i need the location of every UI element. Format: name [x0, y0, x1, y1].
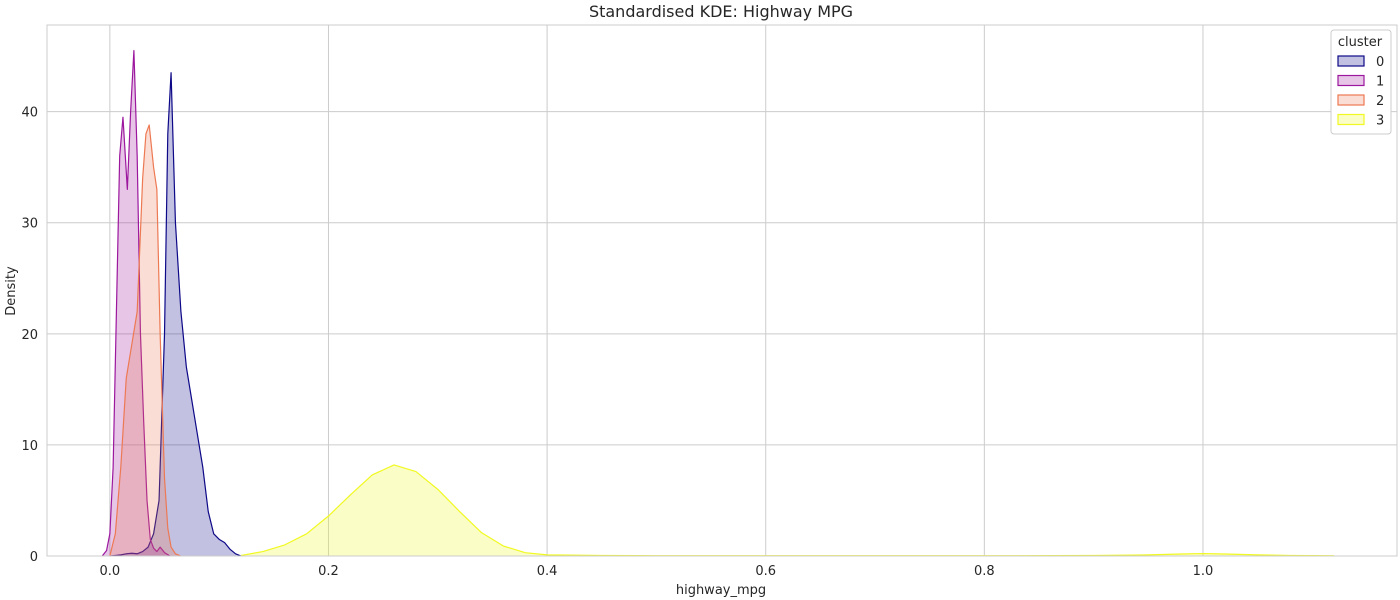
legend-swatch-1 [1337, 74, 1365, 87]
legend-label-0: 0 [1376, 55, 1384, 70]
legend-label-2: 2 [1376, 94, 1384, 109]
y-tick-label: 30 [21, 217, 38, 232]
chart-title: Standardised KDE: Highway MPG [589, 2, 853, 21]
legend-swatch-2 [1337, 94, 1365, 106]
x-axis-ticks: 0.0 0.2 0.4 0.6 0.8 1.0 [100, 564, 1214, 579]
y-tick-label: 20 [21, 328, 38, 343]
legend-swatch-3 [1337, 113, 1365, 126]
legend: cluster 0 1 2 3 [1330, 29, 1392, 135]
legend-title: cluster [1338, 35, 1383, 50]
plot-border [46, 24, 1398, 557]
y-tick-label: 10 [21, 439, 38, 454]
x-tick-label: 0.0 [100, 564, 121, 579]
cluster-0-line [109, 72, 242, 557]
legend-label-3: 3 [1376, 114, 1384, 129]
cluster-1-line [101, 49, 171, 557]
cluster-0-area [109, 72, 242, 557]
y-tick-label: 0 [30, 550, 38, 565]
legend-label-1: 1 [1376, 75, 1384, 90]
y-axis-label: Density [4, 266, 19, 316]
cluster-3-area [241, 464, 1335, 556]
x-tick-label: 0.4 [537, 564, 558, 579]
plot-frame [46, 24, 1398, 557]
legend-swatch-0 [1337, 55, 1365, 67]
y-axis-ticks: 0 10 20 30 40 [21, 106, 38, 565]
cluster-2-line [109, 124, 182, 557]
density-areas [101, 49, 1335, 557]
x-tick-label: 0.2 [318, 564, 339, 579]
cluster-1-area [102, 50, 170, 557]
x-tick-label: 1.0 [1193, 564, 1214, 579]
x-tick-label: 0.8 [974, 564, 995, 579]
x-axis-label: highway_mpg [676, 583, 766, 598]
grid [47, 25, 1397, 557]
y-tick-label: 40 [21, 106, 38, 121]
cluster-3-line [240, 464, 1335, 557]
x-tick-label: 0.6 [755, 564, 776, 579]
